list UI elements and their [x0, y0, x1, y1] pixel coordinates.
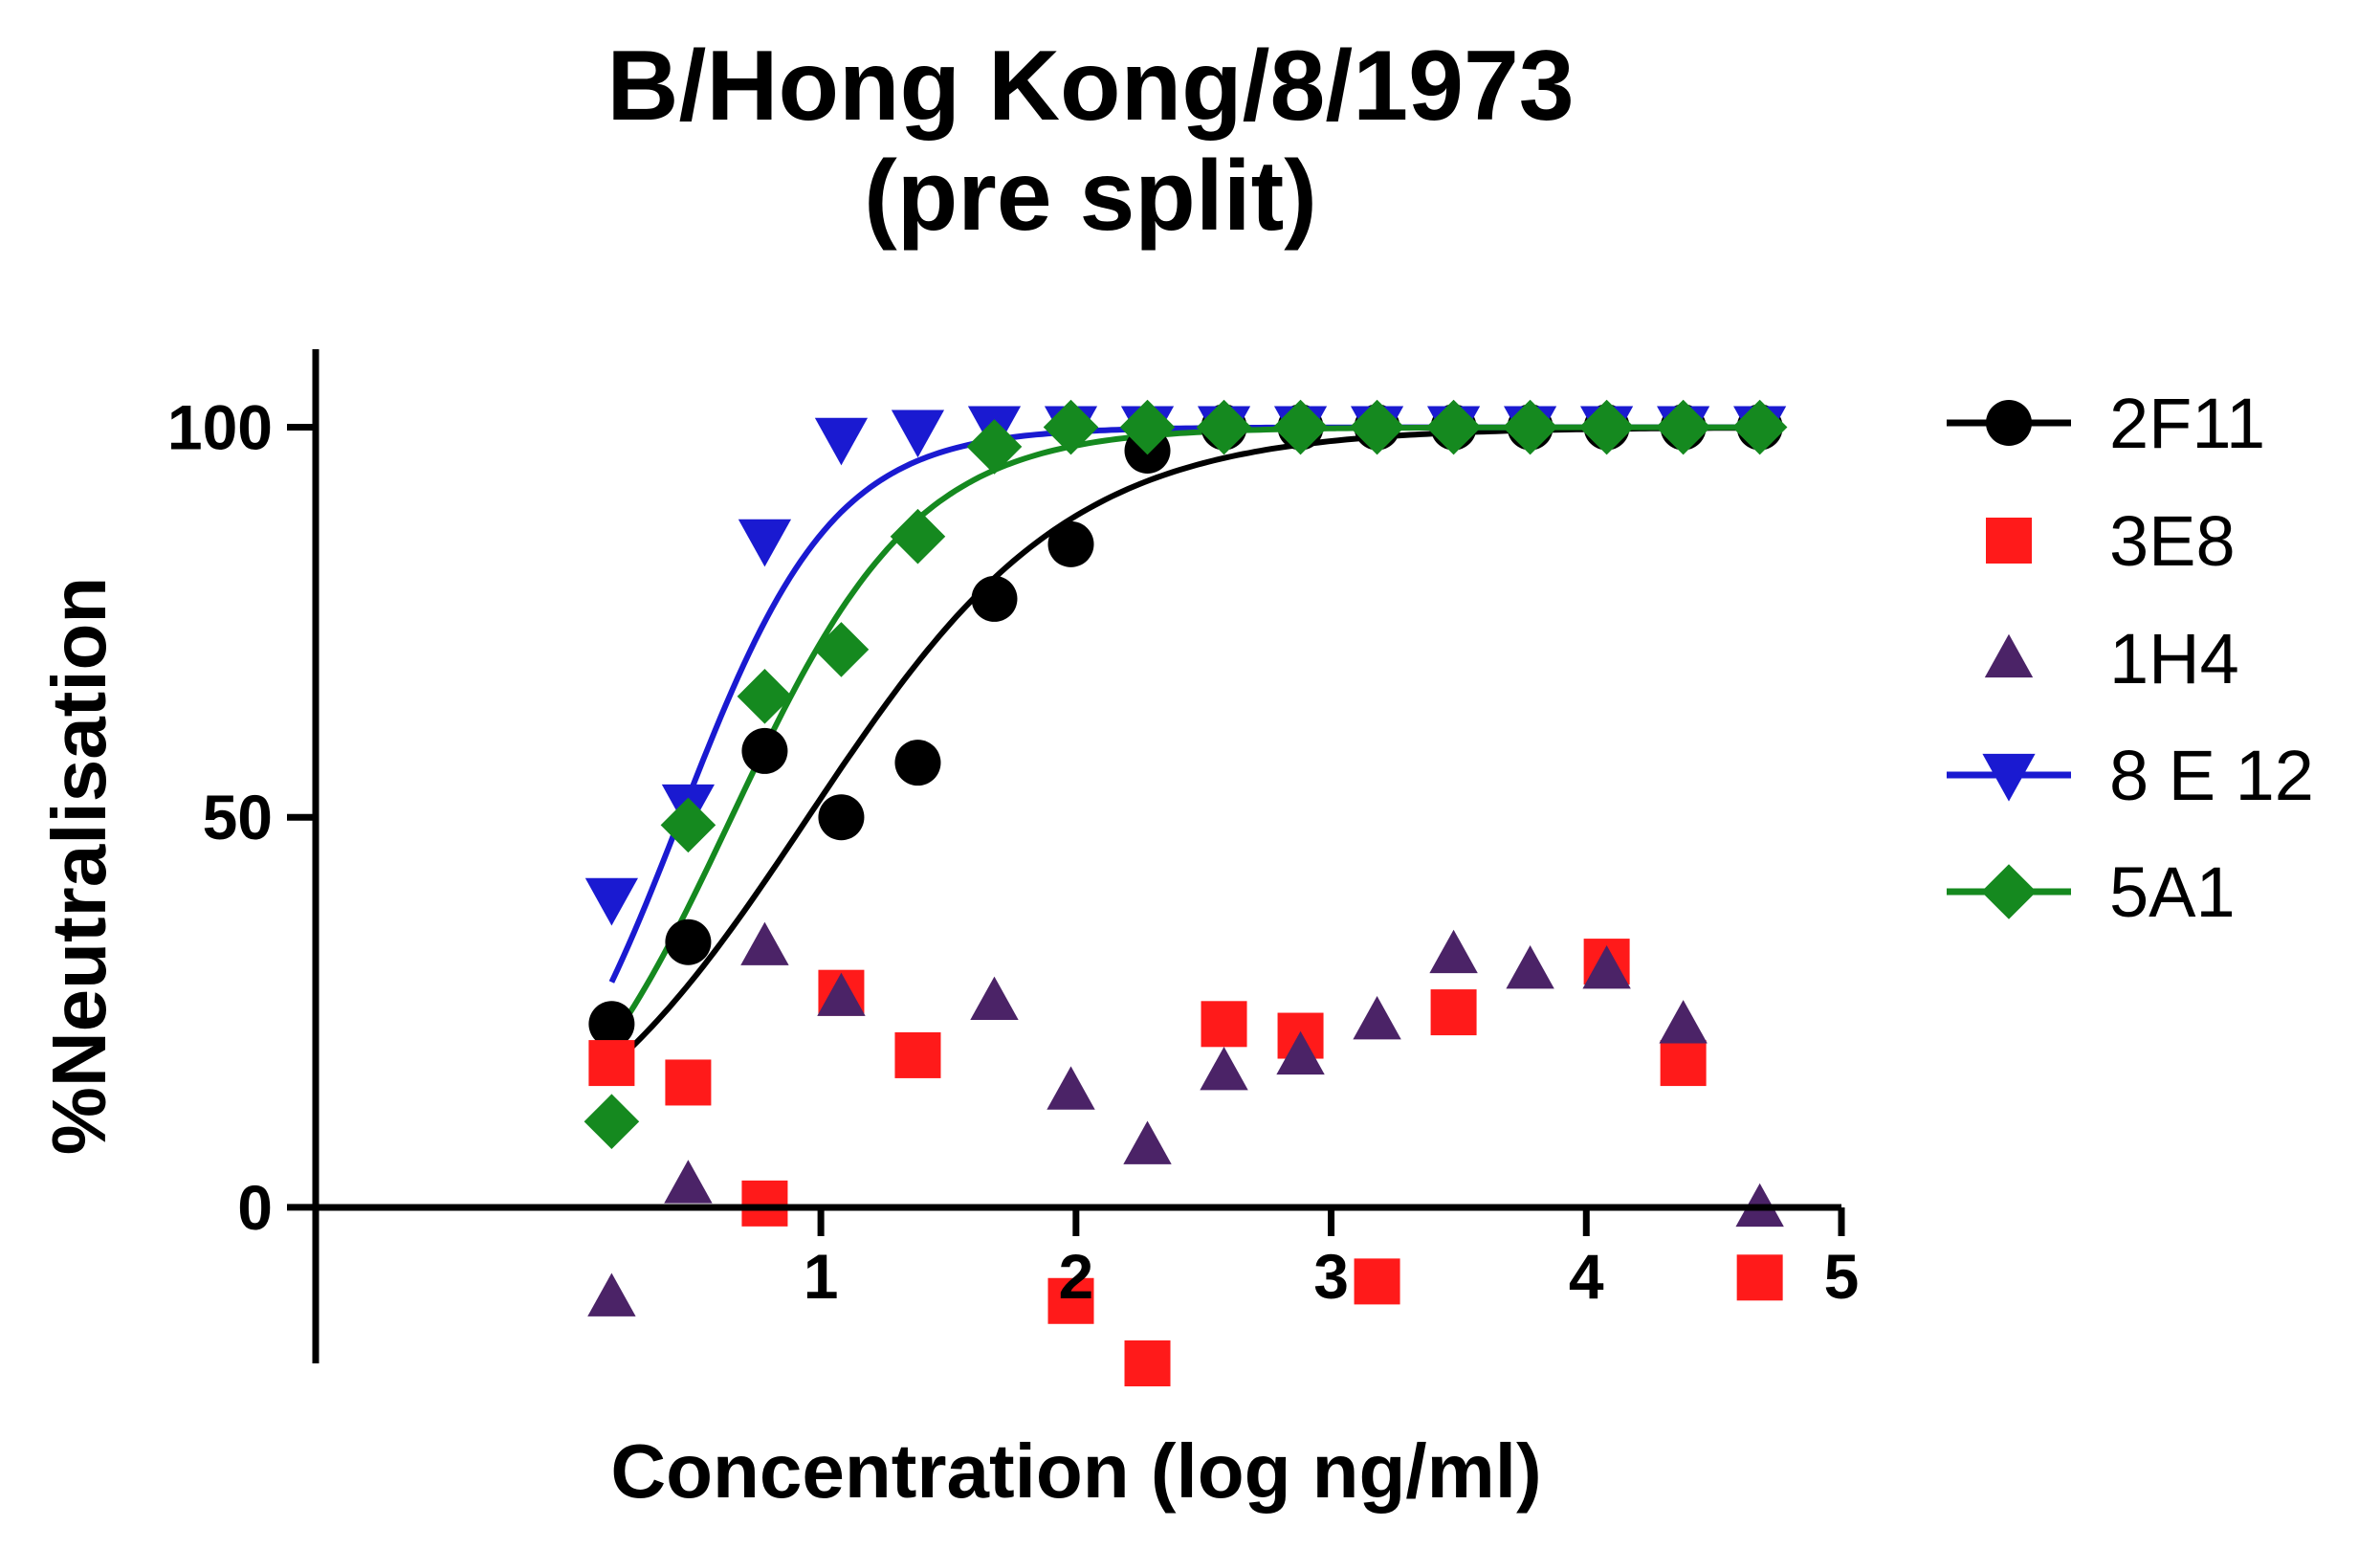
data-point — [1655, 399, 1711, 455]
y-axis-title: %Neutralisation — [36, 577, 121, 1156]
chart-subtitle: (pre split) — [864, 141, 1317, 252]
data-point — [1047, 1066, 1095, 1110]
legend-label: 1H4 — [2109, 619, 2239, 698]
legend-item: 3E8 — [1986, 501, 2236, 581]
x-tick-label: 2 — [1058, 1241, 1093, 1312]
data-point — [814, 417, 869, 466]
legend-label: 2F11 — [2109, 384, 2265, 463]
data-point — [813, 622, 870, 677]
data-point — [1276, 1030, 1325, 1075]
data-point — [1123, 1120, 1172, 1164]
data-point — [966, 419, 1023, 475]
legend-marker — [1986, 400, 2032, 446]
legend-marker — [1986, 518, 2032, 564]
x-tick-label: 3 — [1313, 1241, 1349, 1312]
fit-curves — [608, 424, 1760, 1069]
data-point — [665, 918, 712, 965]
legend-label: 5A1 — [2109, 852, 2236, 932]
data-point — [1660, 1040, 1707, 1087]
data-point — [1043, 399, 1099, 455]
data-point — [817, 972, 866, 1016]
data-point — [1502, 399, 1558, 455]
data-point — [664, 1160, 713, 1204]
data-point — [818, 794, 865, 841]
data-point — [588, 1040, 635, 1087]
data-point — [665, 1059, 712, 1106]
data-point — [971, 575, 1018, 622]
legend-marker — [1981, 864, 2037, 919]
data-point — [1201, 1001, 1247, 1048]
data-point — [1578, 399, 1635, 455]
x-tick-label: 4 — [1569, 1241, 1604, 1312]
data-point — [1200, 1047, 1248, 1091]
legend-marker — [1982, 753, 2036, 802]
data-point — [1506, 945, 1554, 989]
data-point — [1349, 399, 1405, 455]
data-point — [891, 409, 945, 458]
data-point — [1119, 399, 1176, 455]
data-point — [890, 508, 946, 564]
data-point — [584, 877, 638, 926]
axes: 0 50 100 1 2 3 4 5 — [167, 349, 1859, 1363]
data-point — [1354, 1258, 1400, 1305]
data-point — [660, 797, 716, 853]
x-axis-title: Concentration (log ng/ml) — [610, 1428, 1541, 1514]
data-point — [1047, 520, 1094, 567]
data-point — [894, 740, 941, 786]
data-point — [737, 669, 793, 724]
y-tick-label: 0 — [237, 1172, 273, 1243]
series-8e12 — [584, 406, 1787, 926]
data-point — [741, 727, 788, 774]
data-point — [1425, 399, 1482, 455]
x-tick-label: 5 — [1824, 1241, 1860, 1312]
data-point — [1272, 399, 1329, 455]
y-tick-label: 50 — [203, 782, 273, 852]
legend-item: 1H4 — [1984, 619, 2239, 698]
series-3e8 — [588, 939, 1783, 1386]
x-tick-label: 1 — [804, 1241, 839, 1312]
series-5a1 — [584, 399, 1788, 1150]
chart-title-group: B/Hong Kong/8/1973 (pre split) — [606, 31, 1574, 252]
data-point — [1196, 399, 1252, 455]
data-point — [1047, 1277, 1094, 1324]
data-point — [588, 1001, 635, 1048]
chart-title: B/Hong Kong/8/1973 — [606, 31, 1574, 142]
data-point — [1430, 989, 1477, 1036]
data-point — [1429, 929, 1478, 974]
data-point — [587, 1272, 636, 1317]
data-point — [1124, 1340, 1171, 1386]
legend: 2F11 3E8 1H4 8 E 12 5A1 — [1947, 384, 2314, 932]
y-tick-label: 100 — [167, 392, 273, 463]
legend-item: 8 E 12 — [1947, 736, 2314, 815]
data-points — [584, 399, 1788, 1386]
data-point — [738, 519, 792, 567]
data-point — [741, 1180, 788, 1227]
data-point — [970, 976, 1019, 1021]
legend-item: 5A1 — [1947, 852, 2236, 932]
data-point — [1731, 399, 1788, 455]
data-point — [1736, 1254, 1783, 1301]
legend-item: 2F11 — [1947, 384, 2265, 463]
data-point — [1582, 945, 1631, 989]
data-point — [1659, 1000, 1708, 1044]
legend-label: 8 E 12 — [2109, 736, 2314, 815]
data-point — [584, 1094, 640, 1150]
data-point — [1353, 996, 1401, 1040]
series-1h4 — [587, 921, 1784, 1317]
data-point — [740, 921, 789, 965]
fit-curve-5a1 — [608, 424, 1760, 1042]
legend-marker — [1984, 633, 2034, 678]
legend-label: 3E8 — [2109, 501, 2236, 581]
data-point — [894, 1031, 941, 1078]
